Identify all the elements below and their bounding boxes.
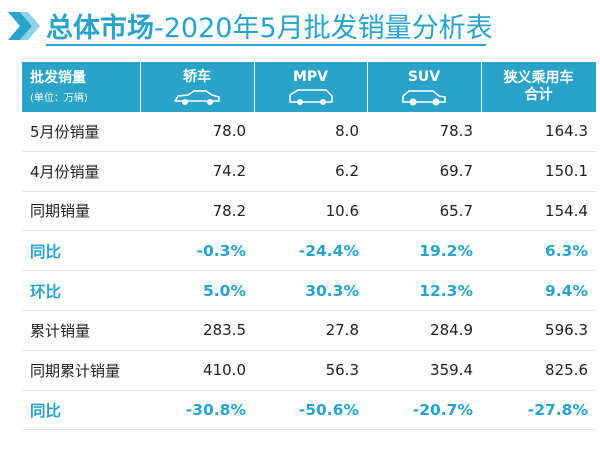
cell: 78.2 bbox=[140, 191, 254, 232]
cell: 6.2 bbox=[254, 151, 367, 192]
cell: 74.2 bbox=[140, 151, 254, 192]
cell: 12.3% bbox=[367, 270, 481, 311]
table-row: 同比 -0.3% -24.4% 19.2% 6.3% bbox=[22, 230, 596, 272]
cell: 19.2% bbox=[367, 230, 481, 272]
table-row: 累计销量 283.5 27.8 284.9 596.3 bbox=[22, 310, 596, 351]
header-cell: MPV bbox=[254, 62, 368, 112]
cell: 56.3 bbox=[254, 350, 367, 391]
title-marker bbox=[8, 12, 40, 40]
row-label: 5月份销量 bbox=[22, 112, 140, 152]
cell: -24.4% bbox=[254, 230, 367, 272]
cell: 6.3% bbox=[481, 230, 596, 272]
suv-icon bbox=[402, 89, 446, 105]
row-label: 累计销量 bbox=[22, 310, 140, 351]
cell: 69.7 bbox=[367, 151, 481, 192]
table-row: 环比 5.0% 30.3% 12.3% 9.4% bbox=[22, 270, 596, 311]
row-label: 同期累计销量 bbox=[22, 350, 140, 391]
row-label: 同期销量 bbox=[22, 191, 140, 232]
cell: -50.6% bbox=[254, 390, 367, 431]
header-label: 轿车 bbox=[183, 68, 211, 85]
cell: 283.5 bbox=[140, 310, 254, 351]
cell: 78.3 bbox=[367, 112, 481, 152]
cell: -0.3% bbox=[140, 230, 254, 272]
cell: 410.0 bbox=[140, 350, 254, 391]
cell: -27.8% bbox=[481, 390, 596, 431]
row-label: 4月份销量 bbox=[22, 151, 140, 192]
header-label: SUV bbox=[407, 68, 441, 85]
header-cell: 狭义乘用车 合计 bbox=[481, 62, 597, 112]
row-label: 环比 bbox=[22, 270, 140, 311]
table-body: 5月份销量 78.0 8.0 78.3 164.3 4月份销量 74.2 6.2 69.7 150… bbox=[22, 112, 596, 431]
header-cell: 批发销量 (单位：万辆) bbox=[22, 62, 141, 112]
title: 总体市场-2020年5月批发销量分析表 bbox=[46, 6, 493, 45]
cell: 65.7 bbox=[367, 191, 481, 232]
mpv-icon bbox=[288, 88, 333, 105]
row-label: 同比 bbox=[22, 230, 140, 272]
cell: -20.7% bbox=[367, 390, 481, 431]
title-main: 总体市场 bbox=[46, 13, 154, 44]
cell: 284.9 bbox=[367, 310, 481, 351]
cell: 10.6 bbox=[254, 191, 367, 232]
header-row: 批发销量 (单位：万辆) 轿车 MPV SUV 狭义乘用车 合计 bbox=[22, 62, 597, 112]
cell: 30.3% bbox=[254, 270, 367, 311]
header-label: MPV bbox=[292, 68, 329, 85]
cell: 9.4% bbox=[481, 270, 596, 311]
cell: 27.8 bbox=[254, 310, 367, 351]
header-label: 批发销量 bbox=[30, 70, 86, 86]
cell: -30.8% bbox=[140, 390, 254, 431]
row-label: 同比 bbox=[22, 390, 140, 431]
table-row: 同比 -30.8% -50.6% -20.7% -27.8% bbox=[22, 390, 596, 431]
cell: 164.3 bbox=[481, 112, 596, 152]
cell: 825.6 bbox=[481, 350, 596, 391]
title-rest: -2020年5月批发销量分析表 bbox=[154, 13, 493, 44]
table-row: 5月份销量 78.0 8.0 78.3 164.3 bbox=[22, 112, 596, 152]
sedan-icon bbox=[173, 89, 220, 105]
cell: 154.4 bbox=[481, 191, 596, 232]
title-rule bbox=[46, 44, 486, 46]
table-row: 同期销量 78.2 10.6 65.7 154.4 bbox=[22, 191, 596, 232]
table-row: 同期累计销量 410.0 56.3 359.4 825.6 bbox=[22, 350, 596, 391]
cell: 8.0 bbox=[254, 112, 367, 152]
header-cell: 轿车 bbox=[140, 62, 255, 112]
header-cell: SUV bbox=[367, 62, 482, 112]
cell: 596.3 bbox=[481, 310, 596, 351]
header-unit: (单位：万辆) bbox=[30, 93, 88, 104]
cell: 5.0% bbox=[140, 270, 254, 311]
cell: 359.4 bbox=[367, 350, 481, 391]
sales-table: 批发销量 (单位：万辆) 轿车 MPV SUV 狭义乘用车 合计 5月份销量 78.… bbox=[22, 62, 597, 431]
cell: 150.1 bbox=[481, 151, 596, 192]
table-row: 4月份销量 74.2 6.2 69.7 150.1 bbox=[22, 151, 596, 192]
header-label: 狭义乘用车 合计 bbox=[503, 70, 574, 103]
cell: 78.0 bbox=[140, 112, 254, 152]
